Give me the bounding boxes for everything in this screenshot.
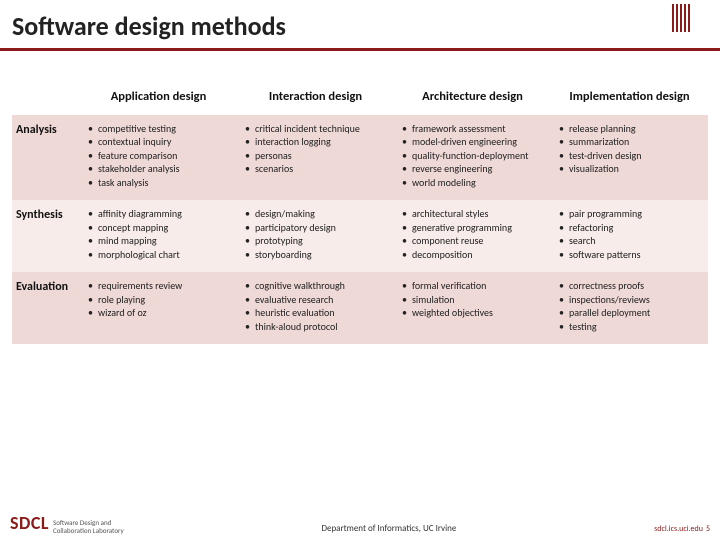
page-number: 5 bbox=[706, 524, 710, 534]
table-cell: correctness proofsinspections/reviewspar… bbox=[551, 272, 708, 344]
list-item: think-aloud protocol bbox=[245, 321, 388, 334]
item-list: framework assessmentmodel-driven enginee… bbox=[400, 123, 545, 190]
row-header: Analysis bbox=[12, 115, 80, 201]
list-item: wizard of oz bbox=[88, 307, 231, 320]
list-item: world modeling bbox=[402, 177, 545, 190]
item-list: critical incident techniqueinteraction l… bbox=[243, 123, 388, 176]
list-item: refactoring bbox=[559, 222, 702, 235]
list-item: interaction logging bbox=[245, 136, 388, 149]
list-item: decomposition bbox=[402, 249, 545, 262]
table-cell: requirements reviewrole playingwizard of… bbox=[80, 272, 237, 344]
table-corner-cell bbox=[12, 81, 80, 115]
table-cell: affinity diagrammingconcept mappingmind … bbox=[80, 200, 237, 272]
table-header-row: Application design Interaction design Ar… bbox=[12, 81, 708, 115]
list-item: correctness proofs bbox=[559, 280, 702, 293]
table-row: Evaluation requirements reviewrole playi… bbox=[12, 272, 708, 344]
col-header: Implementation design bbox=[551, 81, 708, 115]
row-header: Evaluation bbox=[12, 272, 80, 344]
list-item: design/making bbox=[245, 208, 388, 221]
col-header: Architecture design bbox=[394, 81, 551, 115]
list-item: release planning bbox=[559, 123, 702, 136]
list-item: reverse engineering bbox=[402, 163, 545, 176]
list-item: cognitive walkthrough bbox=[245, 280, 388, 293]
footer: SDCL Software Design and Collaboration L… bbox=[0, 512, 720, 534]
item-list: correctness proofsinspections/reviewspar… bbox=[557, 280, 702, 333]
list-item: search bbox=[559, 235, 702, 248]
table-cell: framework assessmentmodel-driven enginee… bbox=[394, 115, 551, 201]
logo-subtitle: Software Design and Collaboration Labora… bbox=[53, 519, 124, 534]
list-item: software patterns bbox=[559, 249, 702, 262]
list-item: pair programming bbox=[559, 208, 702, 221]
list-item: heuristic evaluation bbox=[245, 307, 388, 320]
item-list: design/makingparticipatory designprototy… bbox=[243, 208, 388, 261]
item-list: release planningsummarizationtest-driven… bbox=[557, 123, 702, 176]
page-title: Software design methods bbox=[12, 10, 720, 42]
logo-text: SDCL bbox=[10, 512, 49, 534]
list-item: component reuse bbox=[402, 235, 545, 248]
table-cell: architectural stylesgenerative programmi… bbox=[394, 200, 551, 272]
title-bar: Software design methods bbox=[0, 0, 720, 48]
list-item: feature comparison bbox=[88, 150, 231, 163]
footer-center: Department of Informatics, UC Irvine bbox=[124, 523, 655, 534]
list-item: participatory design bbox=[245, 222, 388, 235]
footer-right: sdcl.ics.uci.edu5 bbox=[654, 524, 710, 534]
list-item: evaluative research bbox=[245, 294, 388, 307]
item-list: architectural stylesgenerative programmi… bbox=[400, 208, 545, 261]
table-row: Synthesis affinity diagrammingconcept ma… bbox=[12, 200, 708, 272]
methods-table: Application design Interaction design Ar… bbox=[12, 81, 708, 344]
list-item: scenarios bbox=[245, 163, 388, 176]
list-item: competitive testing bbox=[88, 123, 231, 136]
item-list: pair programmingrefactoringsearchsoftwar… bbox=[557, 208, 702, 261]
table-row: Analysis competitive testingcontextual i… bbox=[12, 115, 708, 201]
footer-left: SDCL Software Design and Collaboration L… bbox=[10, 512, 124, 534]
list-item: test-driven design bbox=[559, 150, 702, 163]
list-item: simulation bbox=[402, 294, 545, 307]
list-item: concept mapping bbox=[88, 222, 231, 235]
list-item: mind mapping bbox=[88, 235, 231, 248]
list-item: model-driven engineering bbox=[402, 136, 545, 149]
item-list: affinity diagrammingconcept mappingmind … bbox=[86, 208, 231, 261]
table-cell: critical incident techniqueinteraction l… bbox=[237, 115, 394, 201]
list-item: affinity diagramming bbox=[88, 208, 231, 221]
table-cell: pair programmingrefactoringsearchsoftwar… bbox=[551, 200, 708, 272]
list-item: framework assessment bbox=[402, 123, 545, 136]
corner-decoration bbox=[672, 4, 690, 32]
table-cell: release planningsummarizationtest-driven… bbox=[551, 115, 708, 201]
list-item: personas bbox=[245, 150, 388, 163]
item-list: requirements reviewrole playingwizard of… bbox=[86, 280, 231, 320]
item-list: competitive testingcontextual inquiryfea… bbox=[86, 123, 231, 190]
list-item: inspections/reviews bbox=[559, 294, 702, 307]
list-item: generative programming bbox=[402, 222, 545, 235]
list-item: testing bbox=[559, 321, 702, 334]
list-item: summarization bbox=[559, 136, 702, 149]
table-cell: competitive testingcontextual inquiryfea… bbox=[80, 115, 237, 201]
list-item: requirements review bbox=[88, 280, 231, 293]
list-item: weighted objectives bbox=[402, 307, 545, 320]
list-item: prototyping bbox=[245, 235, 388, 248]
list-item: storyboarding bbox=[245, 249, 388, 262]
list-item: parallel deployment bbox=[559, 307, 702, 320]
list-item: critical incident technique bbox=[245, 123, 388, 136]
list-item: quality-function-deployment bbox=[402, 150, 545, 163]
list-item: formal verification bbox=[402, 280, 545, 293]
col-header: Interaction design bbox=[237, 81, 394, 115]
table-body: Analysis competitive testingcontextual i… bbox=[12, 115, 708, 345]
table-cell: design/makingparticipatory designprototy… bbox=[237, 200, 394, 272]
content-area: Application design Interaction design Ar… bbox=[0, 51, 720, 344]
list-item: stakeholder analysis bbox=[88, 163, 231, 176]
logo-sub-line: Collaboration Laboratory bbox=[53, 526, 124, 535]
list-item: role playing bbox=[88, 294, 231, 307]
table-cell: cognitive walkthroughevaluative research… bbox=[237, 272, 394, 344]
col-header: Application design bbox=[80, 81, 237, 115]
list-item: visualization bbox=[559, 163, 702, 176]
footer-url: sdcl.ics.uci.edu bbox=[654, 524, 703, 534]
list-item: contextual inquiry bbox=[88, 136, 231, 149]
item-list: cognitive walkthroughevaluative research… bbox=[243, 280, 388, 333]
list-item: task analysis bbox=[88, 177, 231, 190]
list-item: morphological chart bbox=[88, 249, 231, 262]
row-header: Synthesis bbox=[12, 200, 80, 272]
table-cell: formal verificationsimulationweighted ob… bbox=[394, 272, 551, 344]
item-list: formal verificationsimulationweighted ob… bbox=[400, 280, 545, 320]
list-item: architectural styles bbox=[402, 208, 545, 221]
